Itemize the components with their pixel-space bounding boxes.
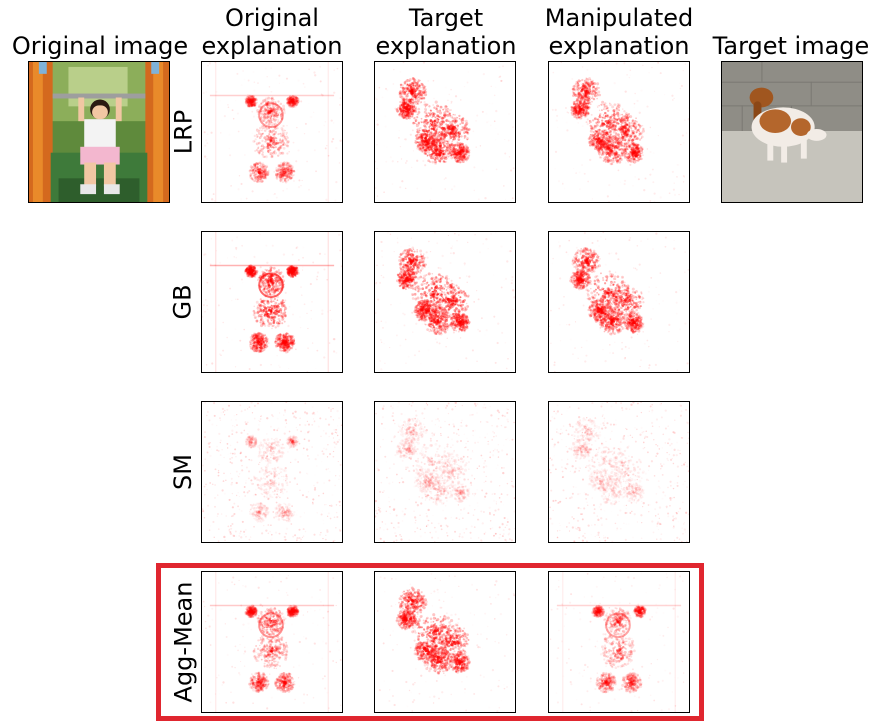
heatmap-gb-original xyxy=(201,231,343,373)
heatmap-aggmean-original xyxy=(201,571,343,713)
heatmap-lrp-manipulated xyxy=(548,61,690,203)
agg-mean-highlight-frame xyxy=(156,563,704,721)
row-label-sm: SM xyxy=(168,454,197,490)
heatmap-sm-target xyxy=(374,401,516,543)
heatmap-aggmean-target xyxy=(374,571,516,713)
heatmap-sm-manipulated xyxy=(548,401,690,543)
col-title-target-image: Target image xyxy=(712,32,870,60)
target-image xyxy=(721,61,863,203)
original-image xyxy=(28,61,170,203)
col-title-original-explanation: Original explanation xyxy=(201,4,343,60)
heatmap-lrp-original xyxy=(201,61,343,203)
heatmap-gb-manipulated xyxy=(548,231,690,373)
target-image-picture xyxy=(722,62,862,202)
original-image-picture xyxy=(29,62,169,202)
col-title-manipulated-explanation: Manipulated explanation xyxy=(544,4,694,60)
heatmap-aggmean-manipulated xyxy=(548,571,690,713)
row-label-gb: GB xyxy=(169,284,197,320)
col-title-target-explanation: Target explanation xyxy=(375,4,517,60)
heatmap-gb-target xyxy=(374,231,516,373)
heatmap-sm-original xyxy=(201,401,343,543)
col-title-original-image: Original image xyxy=(11,32,189,60)
heatmap-lrp-target xyxy=(374,61,516,203)
